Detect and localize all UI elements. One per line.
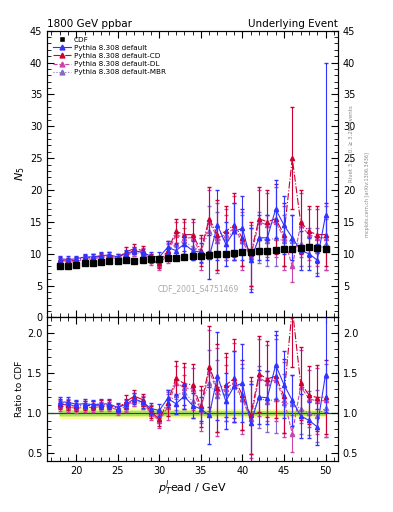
Text: 1800 GeV ppbar: 1800 GeV ppbar — [47, 18, 132, 29]
Y-axis label: $N_5$: $N_5$ — [13, 167, 27, 181]
Legend: CDF, Pythia 8.308 default, Pythia 8.308 default-CD, Pythia 8.308 default-DL, Pyt: CDF, Pythia 8.308 default, Pythia 8.308 … — [51, 34, 168, 78]
X-axis label: $p_T^l$ead / GeV: $p_T^l$ead / GeV — [158, 478, 227, 498]
Text: Underlying Event: Underlying Event — [248, 18, 338, 29]
Y-axis label: Ratio to CDF: Ratio to CDF — [15, 361, 24, 417]
Text: mcplots.cern.ch [arXiv:1306.3436]: mcplots.cern.ch [arXiv:1306.3436] — [365, 152, 370, 237]
Text: CDF_2001_S4751469: CDF_2001_S4751469 — [158, 284, 239, 293]
Text: Rivet 3.1.10, ≥ 3.2M events: Rivet 3.1.10, ≥ 3.2M events — [349, 105, 354, 182]
